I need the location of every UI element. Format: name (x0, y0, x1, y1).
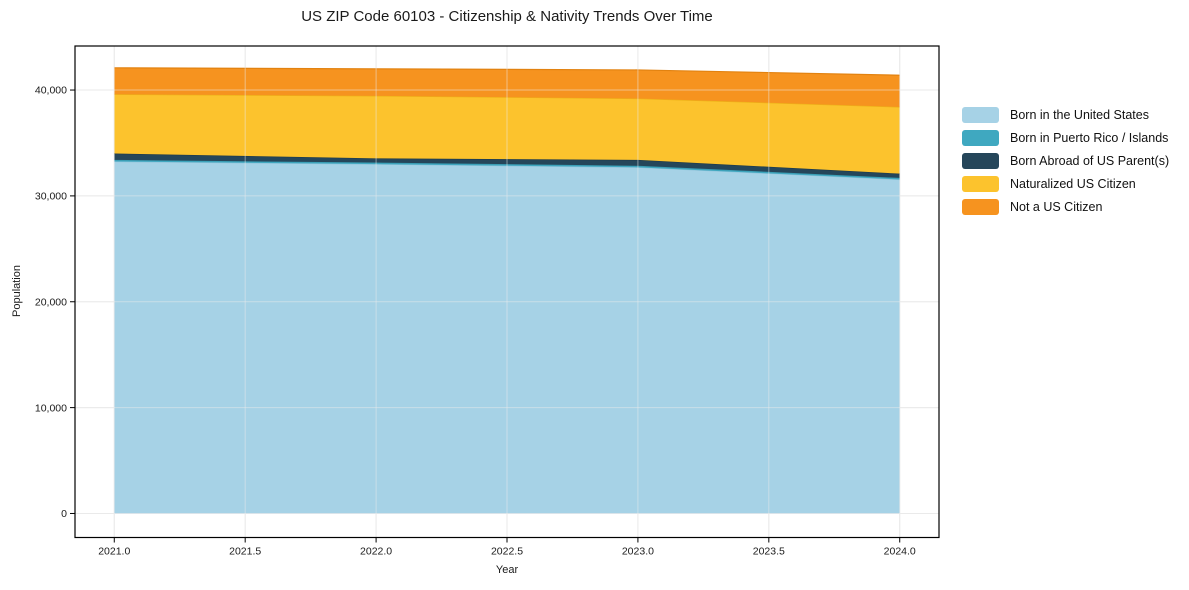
legend-item: Born Abroad of US Parent(s) (962, 153, 1169, 169)
x-tick-label: 2022.5 (491, 546, 523, 558)
legend-item: Naturalized US Citizen (962, 176, 1169, 192)
area-series-1 (114, 159, 900, 180)
y-tick-label: 20,000 (35, 296, 67, 308)
y-tick-label: 30,000 (35, 191, 67, 203)
legend-swatch-icon (962, 107, 999, 123)
y-tick-label: 0 (61, 508, 67, 520)
legend-label: Born in the United States (1010, 108, 1149, 122)
legend-label: Born Abroad of US Parent(s) (1010, 154, 1170, 168)
area-series-2 (114, 153, 900, 178)
legend-label: Born in Puerto Rico / Islands (1010, 131, 1169, 145)
x-tick-label: 2021.0 (98, 546, 130, 558)
chart-title: US ZIP Code 60103 - Citizenship & Nativi… (301, 8, 713, 25)
y-axis-label: Population (11, 265, 23, 317)
x-tick-label: 2022.0 (360, 546, 392, 558)
legend-item: Not a US Citizen (962, 199, 1169, 215)
legend-label: Not a US Citizen (1010, 200, 1103, 214)
legend-label: Naturalized US Citizen (1010, 177, 1136, 191)
legend-swatch-icon (962, 130, 999, 146)
x-axis-label: Year (495, 564, 519, 576)
legend-swatch-icon (962, 176, 999, 192)
y-tick-label: 10,000 (35, 402, 67, 414)
x-tick-label: 2024.0 (884, 546, 916, 558)
legend-item: Born in the United States (962, 107, 1169, 123)
x-tick-label: 2021.5 (229, 546, 261, 558)
x-tick-label: 2023.0 (622, 546, 654, 558)
legend-swatch-icon (962, 199, 999, 215)
legend: Born in the United States Born in Puerto … (962, 107, 1169, 222)
legend-item: Born in Puerto Rico / Islands (962, 130, 1169, 146)
x-tick-label: 2023.5 (753, 546, 785, 558)
y-tick-label: 40,000 (35, 85, 67, 97)
legend-swatch-icon (962, 153, 999, 169)
